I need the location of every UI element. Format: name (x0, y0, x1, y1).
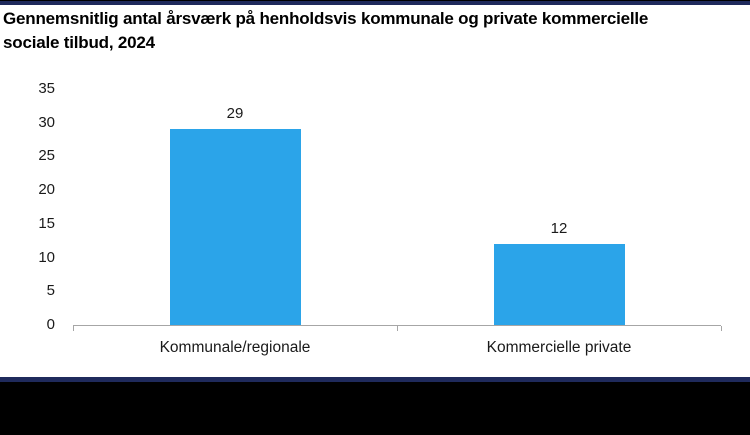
y-axis-tick-label: 30 (38, 113, 55, 131)
top-border-line (0, 0, 750, 1)
x-axis-tick-mark (397, 326, 398, 331)
bar-kommunale-regionale (169, 129, 301, 325)
x-axis-line (73, 325, 721, 326)
x-axis-tick-mark (73, 326, 74, 331)
y-axis-tick-label: 20 (38, 181, 55, 199)
chart-title: Gennemsnitlig antal årsværk på henholdsv… (3, 7, 748, 55)
y-axis-tick-label: 10 (38, 248, 55, 266)
y-axis-tick-label: 5 (46, 282, 55, 300)
category-label: Kommercielle private (486, 339, 632, 356)
y-axis-tick-label: 35 (38, 80, 55, 97)
category-label: Kommunale/regionale (159, 339, 311, 356)
top-accent-line (0, 1, 750, 5)
bottom-accent-line (0, 377, 750, 382)
x-axis-tick-mark (721, 326, 722, 331)
bottom-border-band (0, 382, 750, 435)
y-axis-tick-label: 0 (46, 316, 55, 333)
chart-title-line2: sociale tilbud, 2024 (3, 33, 155, 52)
y-axis-tick-label: 15 (38, 214, 55, 232)
y-axis-tick-label: 25 (38, 147, 55, 165)
chart-title-line1: Gennemsnitlig antal årsværk på henholdsv… (3, 9, 649, 28)
bar-value-label: 12 (550, 220, 568, 238)
bar-kommercielle-private (493, 244, 625, 325)
bar-value-label: 29 (226, 105, 244, 123)
